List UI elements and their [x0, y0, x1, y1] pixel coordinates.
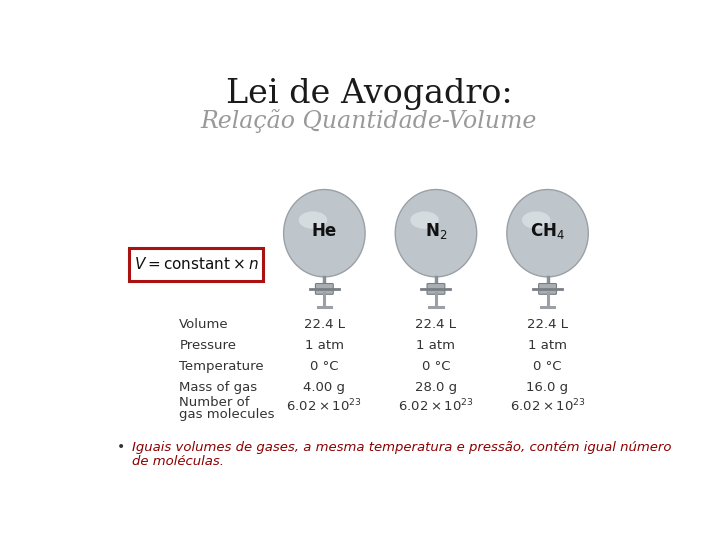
Text: Number of: Number of [179, 396, 250, 409]
Text: CH$_4$: CH$_4$ [530, 221, 565, 241]
Text: 28.0 g: 28.0 g [415, 381, 457, 394]
Text: gas molecules: gas molecules [179, 408, 275, 421]
Ellipse shape [522, 211, 550, 229]
Text: 1 atm: 1 atm [416, 339, 456, 352]
Text: Pressure: Pressure [179, 339, 236, 352]
Text: $6.02 \times 10^{23}$: $6.02 \times 10^{23}$ [398, 397, 474, 414]
FancyBboxPatch shape [315, 284, 333, 294]
Text: 22.4 L: 22.4 L [415, 318, 456, 331]
Text: Temperature: Temperature [179, 360, 264, 373]
FancyBboxPatch shape [427, 284, 445, 294]
Text: 1 atm: 1 atm [305, 339, 344, 352]
Text: de moléculas.: de moléculas. [132, 455, 224, 468]
Text: •: • [117, 440, 125, 454]
FancyBboxPatch shape [129, 248, 263, 281]
Ellipse shape [507, 190, 588, 277]
Ellipse shape [410, 211, 438, 229]
Text: Lei de Avogadro:: Lei de Avogadro: [225, 78, 513, 110]
Text: Mass of gas: Mass of gas [179, 381, 258, 394]
Ellipse shape [284, 190, 365, 277]
Text: 4.00 g: 4.00 g [303, 381, 346, 394]
Text: 0 °C: 0 °C [534, 360, 562, 373]
Ellipse shape [395, 190, 477, 277]
Text: 16.0 g: 16.0 g [526, 381, 569, 394]
Text: Relação Quantidade-Volume: Relação Quantidade-Volume [201, 109, 537, 133]
Text: $6.02 \times 10^{23}$: $6.02 \times 10^{23}$ [510, 397, 585, 414]
Text: N$_2$: N$_2$ [425, 221, 447, 241]
Ellipse shape [299, 211, 327, 229]
FancyBboxPatch shape [539, 284, 557, 294]
Text: 22.4 L: 22.4 L [527, 318, 568, 331]
Text: 22.4 L: 22.4 L [304, 318, 345, 331]
Text: Iguais volumes de gases, a mesma temperatura e pressão, contém igual número: Iguais volumes de gases, a mesma tempera… [132, 441, 671, 454]
Text: 0 °C: 0 °C [422, 360, 450, 373]
Text: 0 °C: 0 °C [310, 360, 338, 373]
Text: $6.02 \times 10^{23}$: $6.02 \times 10^{23}$ [287, 397, 362, 414]
Text: Volume: Volume [179, 318, 229, 331]
Text: $V = \mathrm{constant} \times n$: $V = \mathrm{constant} \times n$ [134, 256, 258, 272]
Text: 1 atm: 1 atm [528, 339, 567, 352]
Text: He: He [312, 222, 337, 240]
